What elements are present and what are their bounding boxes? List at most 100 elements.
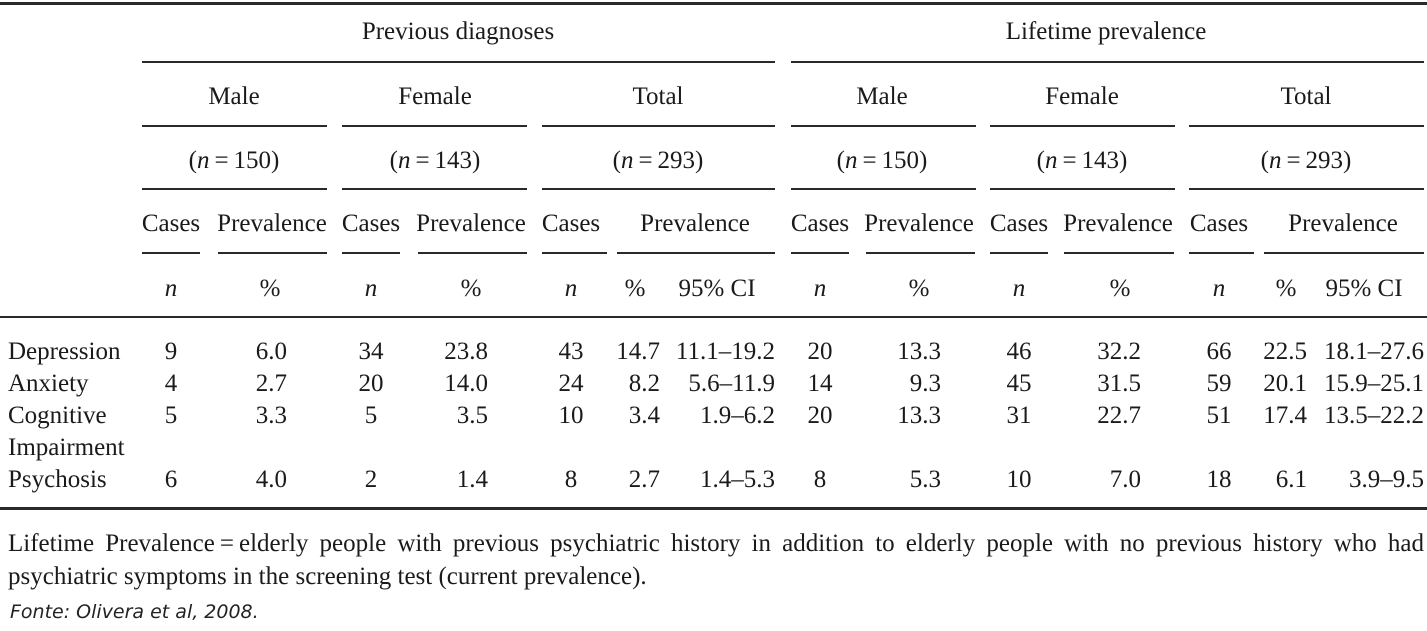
table-cell: 4.0 <box>255 466 287 493</box>
sample-size: (n = 293) <box>612 147 704 174</box>
table-cell: 11.1–19.2 <box>675 338 775 365</box>
unit-label: % <box>259 275 281 302</box>
sample-size: (n = 143) <box>389 147 481 174</box>
table-cell: 31.5 <box>1097 370 1141 397</box>
table-cell: 5.3 <box>909 466 941 493</box>
cases-heading: Cases <box>790 210 850 237</box>
unit-label: % <box>1275 275 1297 302</box>
table-cell: 17.4 <box>1263 402 1307 429</box>
table-cell: 14 <box>807 370 833 397</box>
table-cell: 2.7 <box>628 466 660 493</box>
table-cell: 18.1–27.6 <box>1324 338 1424 365</box>
cases-heading: Cases <box>541 210 601 237</box>
row-label: Cognitive <box>8 402 107 429</box>
prevalence-heading: Prevalence <box>864 210 974 237</box>
unit-label: n <box>364 275 378 302</box>
cases-heading: Cases <box>1189 210 1249 237</box>
sample-size: (n = 293) <box>1260 147 1352 174</box>
table-cell: 13.3 <box>897 338 941 365</box>
table-cell: 32.2 <box>1097 338 1141 365</box>
sex-underline <box>791 125 976 127</box>
cases-heading: Cases <box>341 210 401 237</box>
table-cell: 46 <box>1006 338 1032 365</box>
unit-label: n <box>1212 275 1226 302</box>
unit-label: % <box>908 275 930 302</box>
row-label: Psychosis <box>8 466 107 493</box>
table-cell: 20.1 <box>1263 370 1307 397</box>
table-cell: 3.4 <box>628 402 660 429</box>
sample-underline <box>791 188 976 190</box>
table-top-rule <box>0 2 1427 5</box>
table-cell: 22.5 <box>1263 338 1307 365</box>
row-label: Anxiety <box>8 370 89 397</box>
sex-underline <box>1189 125 1424 127</box>
table-cell: 22.7 <box>1097 402 1141 429</box>
sex-heading: Male <box>208 83 260 110</box>
sample-underline <box>542 188 775 190</box>
subheader-underline <box>342 252 400 254</box>
table-cell: 5.6–11.9 <box>688 370 775 397</box>
sex-heading: Female <box>398 83 472 110</box>
subheader-underline <box>142 252 200 254</box>
table-cell: 9 <box>164 338 178 365</box>
table-footnote: Lifetime Prevalence = elderly people wit… <box>8 530 1424 590</box>
table-cell: 13.5–22.2 <box>1324 402 1424 429</box>
table-cell: 14.0 <box>444 370 488 397</box>
sample-underline <box>990 188 1175 190</box>
group-heading: Previous diagnoses <box>361 18 555 45</box>
table-cell: 2 <box>364 466 378 493</box>
table-cell: 10 <box>1006 466 1032 493</box>
sample-size: (n = 150) <box>836 147 928 174</box>
table-cell: 31 <box>1006 402 1032 429</box>
table-cell: 4 <box>164 370 178 397</box>
source-citation: Fonte: Olivera et al, 2008. <box>10 601 259 623</box>
prevalence-heading: Prevalence <box>416 210 526 237</box>
table-cell: 34 <box>358 338 384 365</box>
table-cell: 8 <box>564 466 578 493</box>
table-cell: 8 <box>813 466 827 493</box>
subheader-underline <box>990 252 1048 254</box>
sex-underline <box>342 125 527 127</box>
table-cell: 1.4 <box>456 466 488 493</box>
table-cell: 13.3 <box>897 402 941 429</box>
table-cell: 6.1 <box>1275 466 1307 493</box>
subheader-underline <box>617 252 775 254</box>
table-cell: 3.5 <box>456 402 488 429</box>
subheader-underline <box>866 252 975 254</box>
unit-label: % <box>460 275 482 302</box>
subheader-underline <box>418 252 527 254</box>
subheader-underline <box>1264 252 1424 254</box>
sample-underline <box>142 188 327 190</box>
group-underline <box>791 61 1424 63</box>
table-cell: 20 <box>807 402 833 429</box>
subheader-underline <box>1189 252 1254 254</box>
table-cell: 1.9–6.2 <box>700 402 775 429</box>
prevalence-heading: Prevalence <box>1063 210 1173 237</box>
unit-label: 95% CI <box>678 275 756 302</box>
table-cell: 7.0 <box>1109 466 1141 493</box>
table-cell: 18 <box>1206 466 1232 493</box>
sex-heading: Total <box>1280 83 1332 110</box>
table-cell: 10 <box>558 402 584 429</box>
subheader-underline <box>542 252 607 254</box>
sample-underline <box>342 188 527 190</box>
table-cell: 5 <box>364 402 378 429</box>
table-cell: 43 <box>558 338 584 365</box>
sex-heading: Total <box>632 83 684 110</box>
group-heading: Lifetime prevalence <box>1005 18 1207 45</box>
row-label: Impairment <box>8 434 125 461</box>
unit-label: 95% CI <box>1325 275 1403 302</box>
table-cell: 2.7 <box>255 370 287 397</box>
group-underline <box>142 61 775 63</box>
sex-underline <box>990 125 1175 127</box>
table-cell: 6.0 <box>255 338 287 365</box>
prevalence-heading: Prevalence <box>217 210 327 237</box>
table-cell: 6 <box>164 466 178 493</box>
table-cell: 15.9–25.1 <box>1324 370 1424 397</box>
table-cell: 23.8 <box>444 338 488 365</box>
cases-heading: Cases <box>989 210 1049 237</box>
table-cell: 9.3 <box>909 370 941 397</box>
sample-size: (n = 150) <box>188 147 280 174</box>
sex-heading: Male <box>856 83 908 110</box>
table-cell: 5 <box>164 402 178 429</box>
